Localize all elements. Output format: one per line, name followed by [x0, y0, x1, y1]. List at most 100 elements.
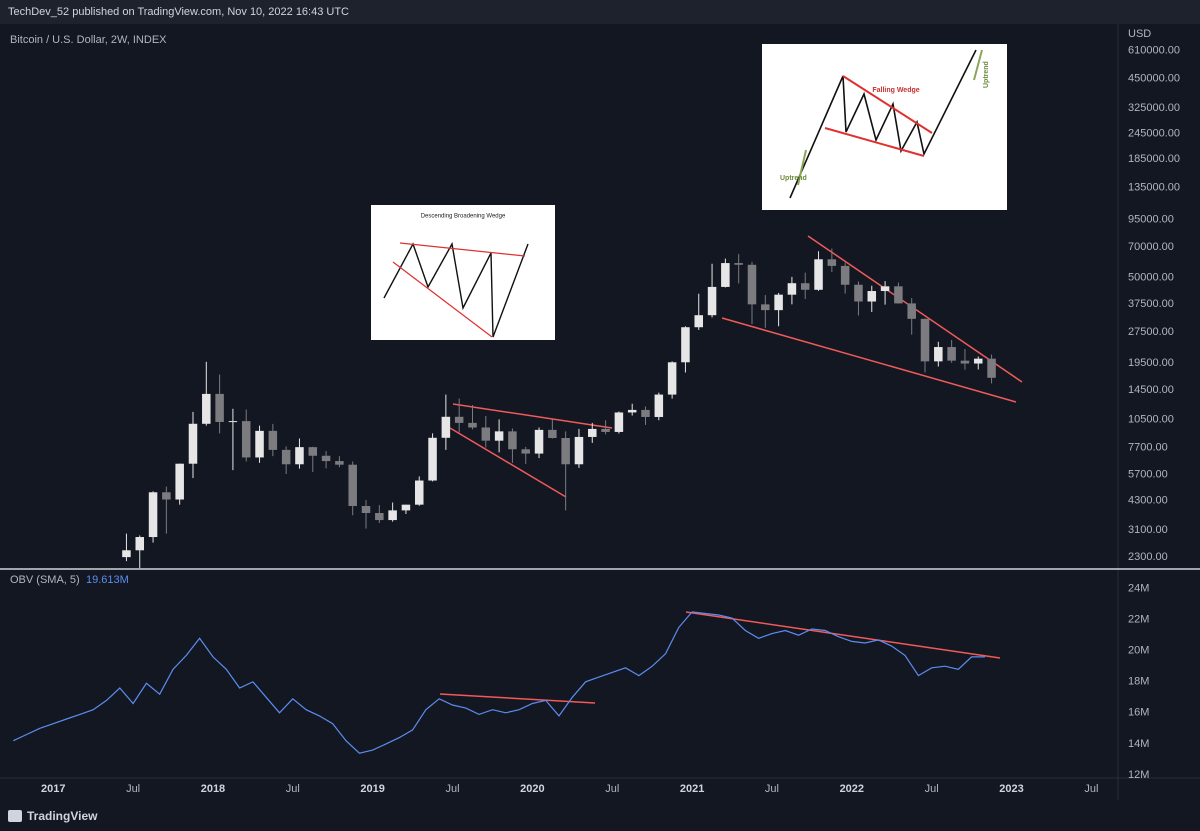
price-pane: [122, 248, 996, 568]
inset-falling-wedge: Falling Wedge Uptrend Uptrend: [762, 44, 1007, 210]
trendline: [685, 611, 1001, 659]
y-tick-label: 95000.00: [1128, 213, 1174, 225]
candle-body: [148, 492, 158, 538]
candle-body: [774, 294, 783, 311]
footer-bar: [0, 800, 1200, 831]
y-tick-label: 185000.00: [1128, 153, 1180, 165]
inset-arrow: [973, 49, 983, 81]
candle-body: [494, 431, 504, 441]
candle-body: [388, 510, 397, 521]
inset-pattern: [789, 49, 977, 199]
candle-body: [241, 421, 251, 458]
candle-body: [827, 259, 837, 266]
y-tick-label: 4300.00: [1128, 494, 1168, 506]
candle-body: [800, 283, 810, 290]
inset-arrow: [797, 149, 807, 186]
candle-body: [694, 315, 704, 328]
candle-body: [947, 347, 956, 361]
candle-body: [215, 393, 224, 422]
candle-body: [854, 284, 863, 302]
candle-body: [960, 360, 970, 364]
y-tick-label: 5700.00: [1128, 469, 1168, 481]
inset-label: Uptrend: [780, 175, 807, 182]
candle-body: [414, 480, 424, 505]
symbol-title: Bitcoin / U.S. Dollar, 2W, INDEX: [10, 34, 167, 46]
x-tick-label: Jul: [605, 783, 619, 795]
y-tick-label: 20M: [1128, 645, 1149, 657]
candle-body: [188, 423, 198, 464]
y-tick-label: 7700.00: [1128, 441, 1168, 453]
x-tick-label: Jul: [1084, 783, 1098, 795]
header-bar: [0, 0, 1200, 24]
inset-line: [842, 75, 933, 134]
candle-body: [561, 437, 570, 465]
candle-body: [601, 428, 610, 432]
inset-line: [824, 127, 925, 157]
candle-body: [348, 464, 357, 507]
trendline: [452, 403, 613, 429]
indicator-title: OBV (SMA, 5): [10, 574, 80, 586]
candle-body: [548, 429, 557, 438]
candle-body: [321, 455, 331, 462]
y-tick-label: 22M: [1128, 614, 1149, 626]
y-tick-label: 14M: [1128, 738, 1149, 750]
candle-body: [401, 504, 411, 511]
trendline: [449, 427, 567, 498]
y-tick-label: 610000.00: [1128, 45, 1180, 57]
x-tick-label: Jul: [126, 783, 140, 795]
x-tick-label: Jul: [286, 783, 300, 795]
y-tick-label: 325000.00: [1128, 102, 1180, 114]
y-tick-label: 245000.00: [1128, 128, 1180, 140]
x-tick-label: 2017: [41, 783, 65, 795]
price-unit: USD: [1128, 28, 1151, 40]
candle-body: [508, 431, 517, 450]
candle-body: [787, 283, 797, 295]
candle-body: [255, 430, 264, 458]
candle-body: [268, 430, 278, 450]
y-tick-label: 16M: [1128, 707, 1149, 719]
candle-body: [521, 449, 530, 454]
obv-line: [13, 611, 985, 754]
x-tick-label: 2018: [201, 783, 225, 795]
candle-body: [920, 318, 930, 362]
candle-body: [175, 463, 184, 500]
candle-body: [441, 416, 451, 438]
candle-body: [880, 286, 890, 292]
brand: TradingView: [8, 809, 98, 823]
inset-pattern: [383, 241, 529, 338]
candle-body: [627, 409, 637, 413]
candle-body: [654, 394, 664, 417]
candle-body: [295, 447, 304, 465]
y-tick-label: 18M: [1128, 676, 1149, 688]
candle-body: [428, 437, 437, 481]
y-tick-label: 19500.00: [1128, 357, 1174, 369]
y-tick-label: 2300.00: [1128, 551, 1168, 563]
candle-body: [228, 421, 238, 423]
candle-body: [308, 447, 318, 456]
x-tick-label: 2020: [520, 783, 544, 795]
publish-info: TechDev_52 published on TradingView.com,…: [8, 6, 349, 18]
candle-body: [814, 259, 823, 290]
candle-body: [122, 550, 131, 558]
candle-body: [761, 304, 770, 311]
inset-title: Falling Wedge: [872, 87, 919, 94]
inset-line: [399, 242, 526, 257]
candle-body: [747, 264, 757, 305]
candle-body: [335, 461, 344, 465]
candle-body: [681, 327, 690, 363]
inset-broadening-wedge: Descending Broadening Wedge: [371, 205, 555, 340]
candle-body: [481, 427, 491, 441]
x-tick-label: Jul: [765, 783, 779, 795]
candle-body: [987, 358, 996, 378]
candle-body: [574, 436, 584, 465]
inset-line: [392, 261, 493, 338]
candle-body: [534, 429, 544, 454]
candle-body: [135, 537, 145, 551]
y-tick-label: 70000.00: [1128, 241, 1174, 253]
candle-body: [894, 286, 903, 304]
inset-label: Uptrend: [983, 61, 990, 88]
x-tick-label: 2019: [360, 783, 384, 795]
x-tick-label: 2023: [999, 783, 1023, 795]
